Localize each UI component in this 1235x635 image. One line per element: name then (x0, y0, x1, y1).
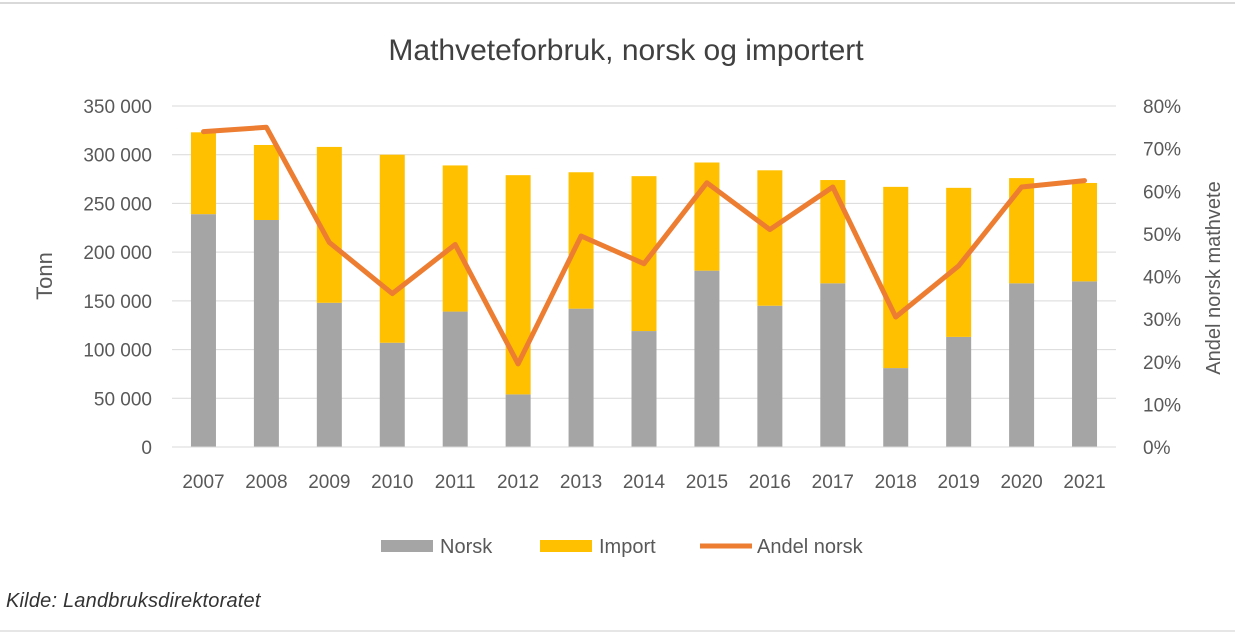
x-tick-label: 2011 (435, 472, 476, 493)
bar-import-2015 (694, 162, 720, 271)
x-tick-label: 2015 (686, 472, 728, 493)
top-rule (0, 2, 1235, 4)
y2-tick-label: 20% (1143, 353, 1181, 374)
bar-norsk-2017 (820, 283, 846, 447)
legend-swatch-norsk (381, 540, 433, 552)
y2-tick-label: 0% (1143, 438, 1171, 459)
source-note: Kilde: Landbruksdirektoratet (6, 590, 261, 612)
bar-norsk-2008 (253, 219, 279, 447)
y2-tick-label: 30% (1143, 310, 1181, 331)
bar-norsk-2021 (1072, 281, 1098, 447)
y2-tick-label: 70% (1143, 140, 1181, 161)
y-axis-title: Tonn (32, 252, 57, 300)
y2-tick-label: 80% (1143, 97, 1181, 118)
y-tick-label: 300 000 (83, 146, 152, 167)
x-tick-label: 2009 (308, 472, 350, 493)
bar-import-2021 (1072, 182, 1098, 282)
y2-tick-label: 50% (1143, 225, 1181, 246)
bar-norsk-2018 (883, 368, 909, 447)
y-tick-label: 100 000 (83, 341, 152, 362)
y-tick-label: 50 000 (94, 389, 152, 410)
bar-norsk-2019 (946, 336, 972, 447)
bar-norsk-2009 (316, 302, 342, 447)
x-tick-label: 2020 (1000, 472, 1042, 493)
bar-norsk-2011 (442, 311, 468, 447)
line-andel-norsk (201, 124, 1087, 367)
x-tick-label: 2014 (623, 472, 666, 493)
bar-import-2008 (253, 144, 279, 220)
chart-title: Mathveteforbruk, norsk og importert (388, 34, 864, 67)
bar-norsk-2013 (568, 308, 594, 447)
bar-import-2012 (505, 175, 531, 395)
x-tick-label: 2012 (497, 472, 539, 493)
bottom-rule (0, 630, 1235, 632)
x-tick-label: 2021 (1063, 472, 1105, 493)
bar-norsk-2020 (1009, 283, 1035, 447)
y2-tick-label: 10% (1143, 395, 1181, 416)
x-tick-label: 2018 (875, 472, 917, 493)
legend-label-norsk: Norsk (440, 536, 493, 558)
bar-import-2020 (1009, 178, 1035, 284)
x-tick-label: 2016 (749, 472, 791, 493)
x-tick-label: 2013 (560, 472, 602, 493)
y-tick-label: 200 000 (83, 243, 152, 264)
x-tick-label: 2007 (182, 472, 224, 493)
bar-import-2017 (820, 180, 846, 284)
y-tick-label: 150 000 (83, 292, 152, 313)
x-tick-label: 2019 (938, 472, 980, 493)
bar-norsk-2016 (757, 305, 783, 447)
bar-import-2007 (190, 132, 216, 215)
y2-tick-label: 40% (1143, 268, 1181, 289)
bar-import-2016 (757, 170, 783, 306)
y-tick-label: 250 000 (83, 194, 152, 215)
y-tick-label: 350 000 (83, 97, 152, 118)
bar-norsk-2010 (379, 342, 405, 447)
bar-norsk-2014 (631, 331, 657, 447)
x-tick-label: 2017 (812, 472, 854, 493)
y2-tick-label: 60% (1143, 182, 1181, 203)
x-tick-label: 2008 (245, 472, 287, 493)
y-tick-label: 0 (141, 438, 152, 459)
legend-swatch-import (540, 540, 592, 552)
bar-norsk-2012 (505, 394, 531, 447)
x-tick-label: 2010 (371, 472, 413, 493)
legend-label-andel-norsk: Andel norsk (757, 536, 864, 558)
bar-import-2018 (883, 186, 909, 369)
bar-import-2010 (379, 154, 405, 343)
y2-axis-title: Andel norsk mathvete (1203, 181, 1225, 374)
bar-norsk-2007 (190, 214, 216, 447)
legend-label-import: Import (599, 536, 656, 558)
bar-norsk-2015 (694, 270, 720, 447)
bar-import-2011 (442, 165, 468, 312)
